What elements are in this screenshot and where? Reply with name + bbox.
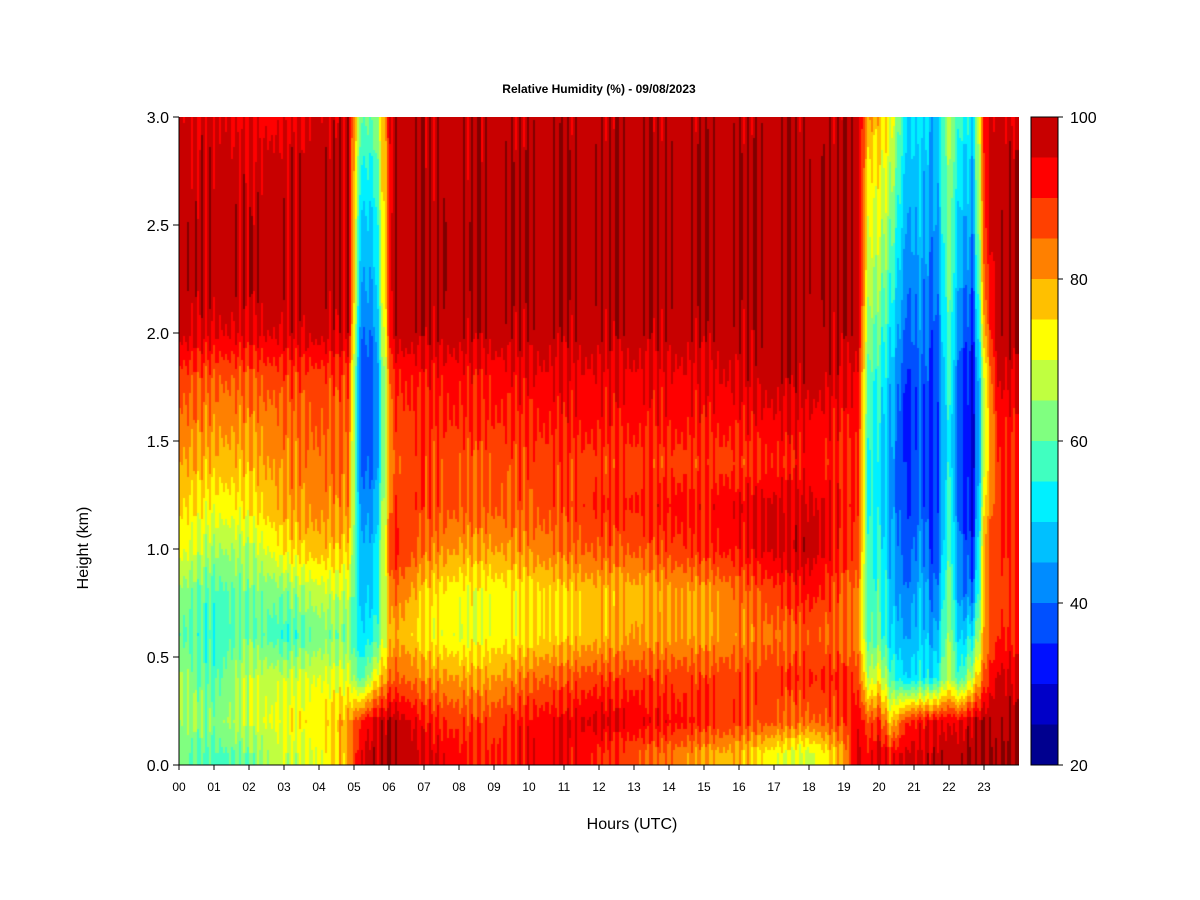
colorbar-segment <box>1031 400 1058 441</box>
x-tick-label: 03 <box>277 780 291 794</box>
x-tick-label: 09 <box>487 780 501 794</box>
colorbar-tick-label: 100 <box>1070 110 1097 127</box>
x-tick-label: 17 <box>767 780 781 794</box>
colorbar-tick-label: 80 <box>1070 272 1088 289</box>
x-tick-label: 11 <box>558 780 571 794</box>
heatmap-plot-area <box>179 117 1019 765</box>
x-tick-label: 12 <box>592 780 606 794</box>
colorbar-tick-label: 20 <box>1070 758 1088 775</box>
y-tick-label: 1.0 <box>147 542 169 559</box>
colorbar-segment <box>1031 157 1058 198</box>
x-tick-label: 04 <box>312 780 326 794</box>
chart-title: Relative Humidity (%) - 09/08/2023 <box>502 82 696 96</box>
colorbar-segment <box>1031 684 1058 725</box>
colorbar-segment <box>1031 603 1058 644</box>
colorbar-segment <box>1031 481 1058 522</box>
x-tick-label: 05 <box>347 780 361 794</box>
y-axis-label: Height (km) <box>75 507 92 590</box>
x-tick-label: 02 <box>242 780 256 794</box>
colorbar-segment <box>1031 238 1058 279</box>
x-tick-label: 15 <box>697 780 711 794</box>
x-tick-label: 01 <box>207 780 221 794</box>
y-tick-label: 3.0 <box>147 110 169 127</box>
x-tick-label: 23 <box>977 780 991 794</box>
y-tick-label: 0.5 <box>147 650 169 667</box>
colorbar-segment <box>1031 643 1058 684</box>
colorbar-tick-label: 40 <box>1070 596 1088 613</box>
colorbar-segment <box>1031 562 1058 603</box>
x-axis: 00 01 02 03 04 05 06 07 08 09 10 11 12 13 14 15 16 17 18 19… <box>172 764 1019 794</box>
heatmap-image <box>179 117 1019 765</box>
colorbar-segment <box>1031 117 1058 158</box>
x-tick-label: 10 <box>522 780 536 794</box>
colorbar-segment <box>1031 319 1058 360</box>
x-tick-label: 22 <box>942 780 956 794</box>
x-axis-label: Hours (UTC) <box>587 816 678 833</box>
colorbar-segment <box>1031 279 1058 320</box>
x-tick-label: 19 <box>837 780 851 794</box>
y-tick-label: 1.5 <box>147 434 169 451</box>
x-tick-label: 20 <box>872 780 886 794</box>
x-tick-label: 06 <box>382 780 396 794</box>
colorbar: 20 40 60 80 100 <box>1030 110 1097 775</box>
x-tick-label: 07 <box>417 780 431 794</box>
colorbar-segment <box>1031 360 1058 401</box>
colorbar-tick-label: 60 <box>1070 434 1088 451</box>
x-tick-label: 21 <box>907 780 921 794</box>
x-tick-label: 16 <box>732 780 746 794</box>
colorbar-segment <box>1031 441 1058 482</box>
colorbar-segment <box>1031 724 1058 765</box>
y-tick-label: 2.0 <box>147 326 169 343</box>
y-tick-label: 0.0 <box>147 758 169 775</box>
colorbar-segment <box>1031 198 1058 239</box>
x-tick-label: 18 <box>802 780 816 794</box>
x-tick-label: 14 <box>662 780 676 794</box>
x-tick-label: 13 <box>627 780 641 794</box>
colorbar-segment <box>1031 522 1058 563</box>
x-tick-label: 00 <box>172 780 186 794</box>
y-axis: 0.0 0.5 1.0 1.5 2.0 2.5 3.0 <box>147 110 180 775</box>
x-tick-label: 08 <box>452 780 466 794</box>
y-tick-label: 2.5 <box>147 218 169 235</box>
